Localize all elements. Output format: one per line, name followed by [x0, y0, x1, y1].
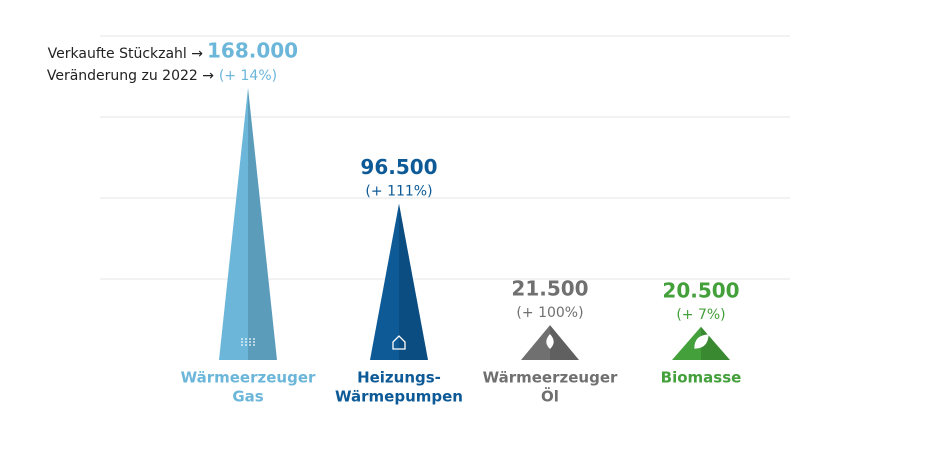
icon-dot	[249, 338, 251, 340]
category-label: Wärmeerzeuger	[483, 369, 618, 387]
icon	[546, 334, 554, 349]
pyramid-shade	[248, 87, 277, 360]
icon	[694, 334, 709, 349]
pyramid-shade	[399, 203, 428, 360]
value-label: 168.000	[207, 38, 298, 62]
icon-dot	[245, 344, 247, 346]
change-label: (+ 100%)	[516, 305, 583, 321]
pyramid-shade	[701, 326, 730, 360]
category-label: Wärmeerzeuger	[181, 369, 316, 387]
pyramid	[370, 203, 428, 360]
category-label: Öl	[541, 387, 559, 406]
category-label: Heizungs-	[357, 369, 441, 387]
change-label: (+ 14%)	[219, 68, 277, 84]
icon-dot	[241, 341, 243, 343]
icon-dot	[245, 341, 247, 343]
value-label: 21.500	[511, 277, 588, 301]
legend-value-label: Verkaufte Stückzahl →	[48, 46, 204, 62]
value-label: 96.500	[360, 155, 437, 179]
icon-dot	[241, 344, 243, 346]
category-label: Biomasse	[661, 369, 742, 387]
change-label: (+ 111%)	[365, 184, 432, 200]
icon-dot	[241, 338, 243, 340]
category-label: Wärmepumpen	[335, 388, 463, 406]
icon-dot	[249, 344, 251, 346]
icon	[392, 335, 406, 350]
pyramid-shade	[550, 325, 579, 360]
pyramid	[219, 87, 277, 360]
icon-dot	[253, 341, 255, 343]
value-label: 20.500	[662, 278, 739, 302]
category-label: Gas	[232, 388, 263, 406]
icon-dot	[249, 341, 251, 343]
legend-change-label: Veränderung zu 2022 →	[47, 68, 214, 84]
icon-dot	[245, 338, 247, 340]
change-label: (+ 7%)	[676, 307, 725, 323]
icon-dot	[253, 338, 255, 340]
icon-dot	[253, 344, 255, 346]
